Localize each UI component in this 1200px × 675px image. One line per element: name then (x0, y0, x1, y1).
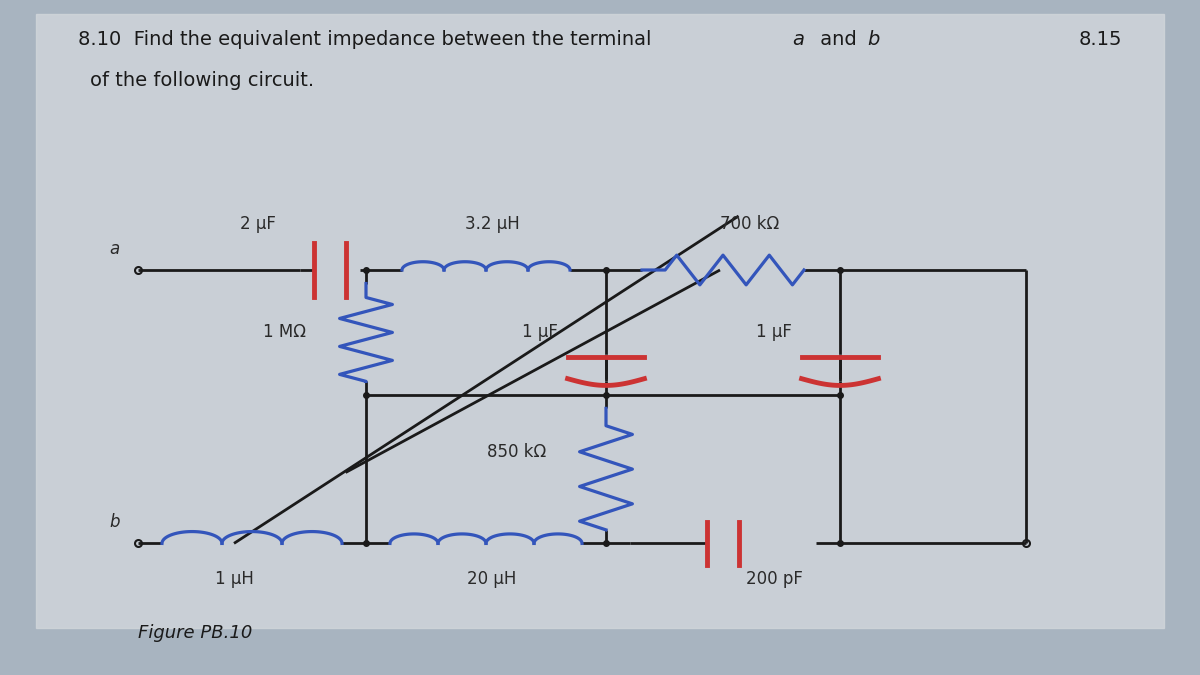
Text: 3.2 μH: 3.2 μH (464, 215, 520, 233)
Text: of the following circuit.: of the following circuit. (90, 71, 314, 90)
Text: Figure PB.10: Figure PB.10 (138, 624, 252, 643)
Text: 1 μF: 1 μF (522, 323, 558, 341)
Text: 700 kΩ: 700 kΩ (720, 215, 780, 233)
Text: 850 kΩ: 850 kΩ (487, 443, 546, 461)
Text: a: a (109, 240, 120, 258)
Text: 200 pF: 200 pF (745, 570, 803, 589)
Text: 8.10  Find the equivalent impedance between the terminal: 8.10 Find the equivalent impedance betwe… (78, 30, 658, 49)
Text: 1 MΩ: 1 MΩ (263, 323, 306, 341)
Text: 8.15: 8.15 (1079, 30, 1122, 49)
Text: b: b (868, 30, 880, 49)
Text: 1 μF: 1 μF (756, 323, 792, 341)
Text: a: a (792, 30, 804, 49)
Text: 1 μH: 1 μH (215, 570, 253, 589)
Text: b: b (109, 513, 120, 531)
Text: 2 μF: 2 μF (240, 215, 276, 233)
Text: and: and (814, 30, 863, 49)
Text: 20 μH: 20 μH (467, 570, 517, 589)
